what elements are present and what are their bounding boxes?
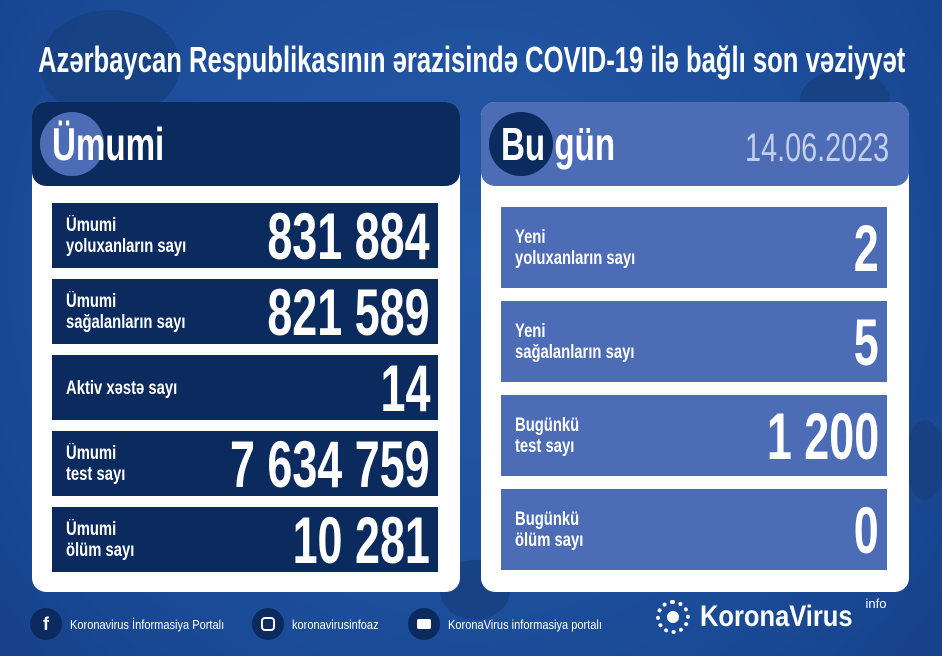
stat-label: Yeni yoluxanların sayı [515, 226, 636, 269]
instagram-icon [252, 608, 284, 640]
stat-value: 2 [854, 210, 879, 285]
stat-value: 5 [854, 304, 879, 379]
virus-decoration-icon [40, 10, 180, 120]
stat-value: 831 884 [267, 198, 430, 273]
stat-label: Yeni sağalanların sayı [515, 320, 635, 363]
facebook-label: Koronavirus İnformasiya Portalı [70, 616, 225, 632]
stat-label: Bugünkü test sayı [515, 414, 580, 457]
stat-value: 7 634 759 [230, 426, 430, 501]
total-heading: Ümumi [52, 118, 165, 170]
facebook-link[interactable]: f Koronavirus İnformasiya Portalı [30, 606, 251, 642]
youtube-link[interactable]: KoronaVirus informasiya portalı [408, 606, 629, 642]
total-header: Ümumi [32, 102, 460, 186]
stat-value: 10 281 [292, 502, 430, 577]
page-title: Azərbaycan Respublikasının ərazisində CO… [38, 39, 906, 80]
stat-label: Aktiv xəstə sayı [66, 377, 178, 399]
instagram-label: koronavirusinfoaz [292, 616, 379, 632]
stat-label: Ümumi yoluxanların sayı [66, 214, 187, 257]
youtube-icon [408, 608, 440, 640]
today-panel: Bu gün 14.06.2023 Yeni yoluxanların sayı … [481, 102, 909, 592]
virus-decoration-icon [905, 420, 942, 500]
stat-label: Ümumi ölüm sayı [66, 518, 135, 561]
today-header: Bu gün 14.06.2023 [481, 102, 909, 186]
stat-value: 1 200 [766, 398, 879, 473]
stat-label: Ümumi sağalanların sayı [66, 290, 186, 333]
stat-row: Yeni yoluxanların sayı 2 [501, 207, 887, 288]
stat-value: 821 589 [267, 274, 430, 349]
brand-name: KoronaVirus [700, 600, 853, 633]
virus-icon [489, 112, 553, 176]
today-heading: Bu gün [501, 118, 616, 170]
stat-row: Ümumi yoluxanların sayı 831 884 [52, 198, 438, 273]
stat-row: Yeni sağalanların sayı 5 [501, 301, 887, 382]
stat-row: Ümumi sağalanların sayı 821 589 [52, 274, 438, 349]
stat-row: Aktiv xəstə sayı 14 [52, 350, 438, 425]
today-date: 14.06.2023 [744, 126, 889, 170]
virus-icon [40, 112, 104, 176]
stat-value: 0 [854, 492, 879, 567]
sun-virus-logo-icon [656, 600, 690, 634]
instagram-link[interactable]: koronavirusinfoaz [252, 606, 394, 642]
koronavirus-brand-logo: KoronaVirus info [656, 596, 900, 634]
stat-row: Bugünkü test sayı 1 200 [501, 395, 887, 476]
stat-row: Bugünkü ölüm sayı 0 [501, 489, 887, 570]
facebook-icon: f [30, 608, 62, 640]
stat-value: 14 [380, 350, 430, 425]
stat-row: Ümumi ölüm sayı 10 281 [52, 502, 438, 577]
youtube-label: KoronaVirus informasiya portalı [448, 616, 602, 632]
stat-label: Ümumi test sayı [66, 442, 126, 485]
stat-row: Ümumi test sayı 7 634 759 [52, 426, 438, 501]
brand-suffix: info [865, 595, 887, 611]
total-panel: Ümumi Ümumi yoluxanların sayı 831 884 Ümum… [32, 102, 460, 592]
stat-label: Bugünkü ölüm sayı [515, 508, 584, 551]
